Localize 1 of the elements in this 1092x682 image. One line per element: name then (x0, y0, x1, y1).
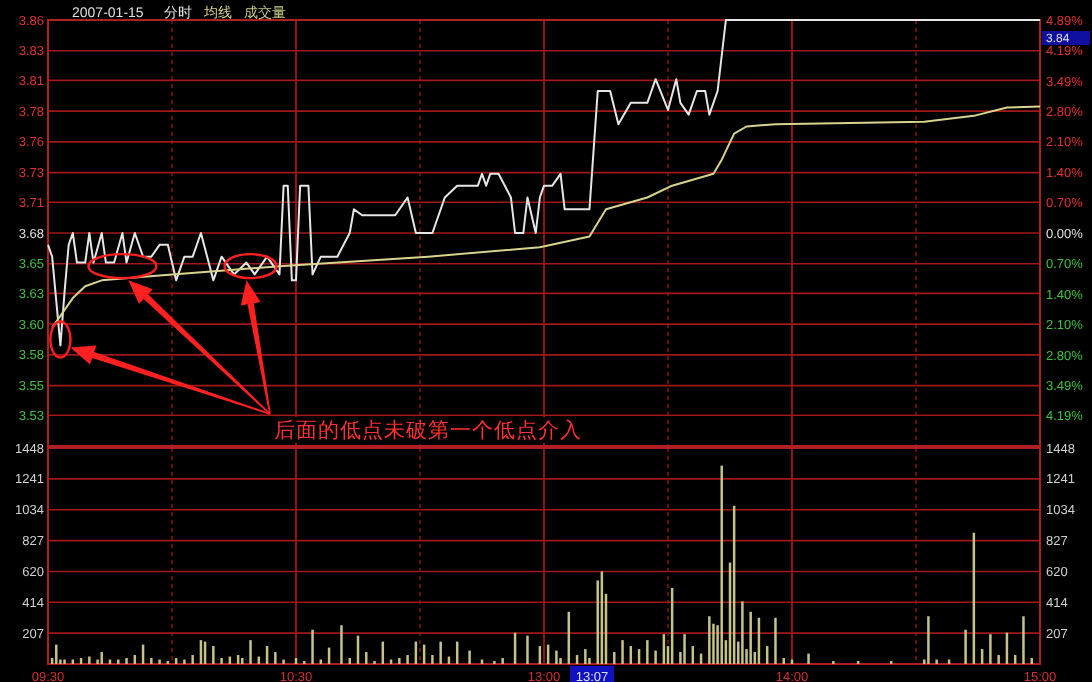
annotation: 后面的低点未破第一个低点介入 (274, 417, 582, 444)
